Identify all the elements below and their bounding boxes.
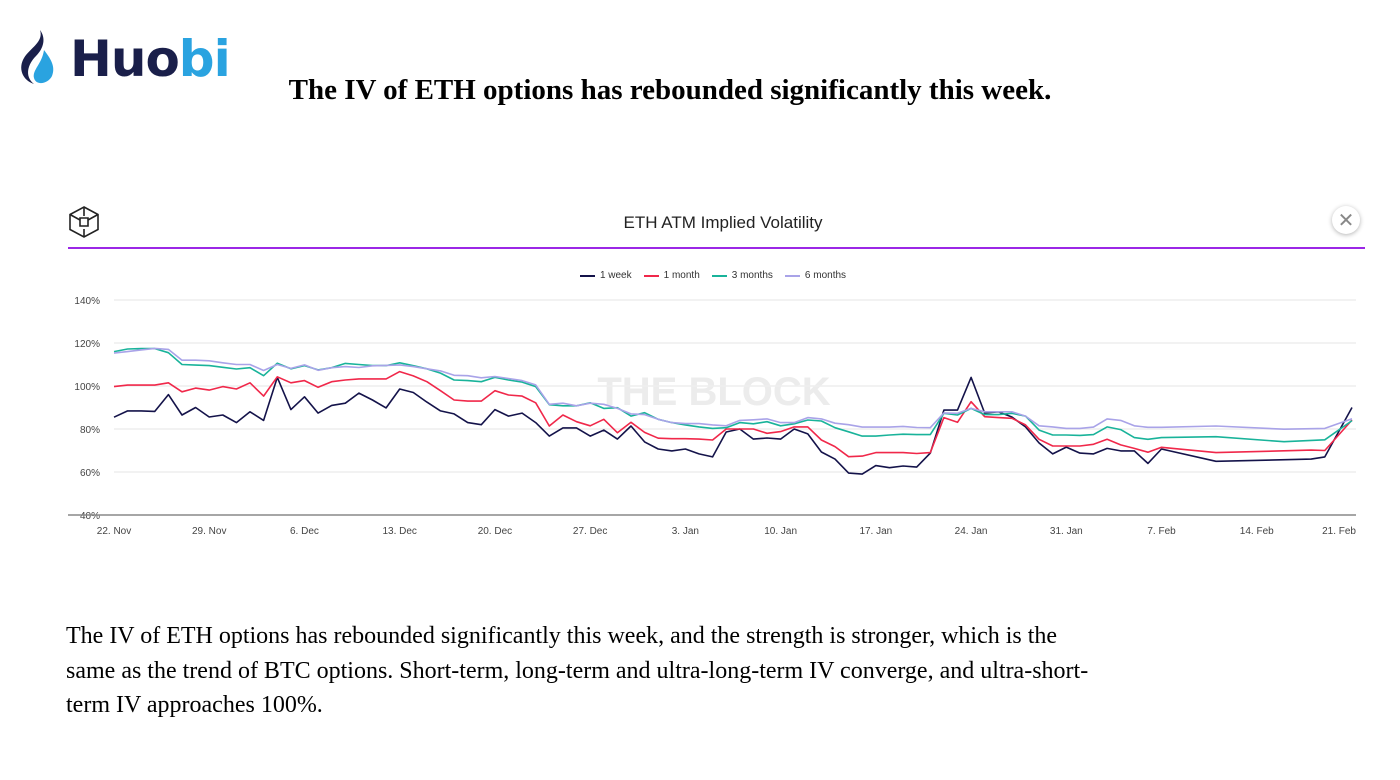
x-tick-label: 29. Nov <box>192 526 226 537</box>
x-tick-label: 31. Jan <box>1050 526 1083 537</box>
legend-swatch <box>711 274 727 277</box>
x-tick-label: 10. Jan <box>764 526 797 537</box>
chart-legend: 1 week 1 month 3 months 6 months <box>0 270 1400 281</box>
line-chart: THE BLOCK 40% 60% 80% 100% 120% 140% 22. Nov 29.… <box>68 296 1356 537</box>
x-tick-label: 3. Jan <box>672 526 699 537</box>
the-block-cube-icon <box>68 206 100 238</box>
legend-label: 6 months <box>804 270 847 281</box>
x-tick-label: 24. Jan <box>955 526 988 537</box>
body-paragraph: The IV of ETH options has rebounded sign… <box>66 619 1088 723</box>
paragraph-line: same as the trend of BTC options. Short-… <box>66 657 1089 684</box>
legend-swatch <box>643 274 659 277</box>
series-line-1-week <box>113 376 1353 475</box>
x-tick-label: 13. Dec <box>382 526 416 537</box>
close-button[interactable]: ✕ <box>1332 206 1360 234</box>
y-tick-label: 100% <box>74 382 100 393</box>
legend-swatch <box>579 274 595 277</box>
legend-label: 1 week <box>599 270 632 281</box>
close-icon: ✕ <box>1337 208 1355 232</box>
x-tick-label: 27. Dec <box>573 526 607 537</box>
x-tick-label: 17. Jan <box>859 526 892 537</box>
x-tick-label: 21. Feb <box>1322 526 1356 537</box>
legend-item[interactable]: 1 month <box>643 270 700 281</box>
paragraph-line: The IV of ETH options has rebounded sign… <box>66 623 1058 649</box>
legend-item[interactable]: 3 months <box>711 270 773 281</box>
headline: The IV of ETH options has rebounded sign… <box>288 74 1052 106</box>
x-tick-label: 7. Feb <box>1147 526 1176 537</box>
y-tick-label: 80% <box>80 425 100 436</box>
y-tick-label: 60% <box>80 468 100 479</box>
legend-item[interactable]: 1 week <box>579 270 632 281</box>
watermark: THE BLOCK <box>597 370 830 414</box>
x-tick-label: 14. Feb <box>1240 526 1274 537</box>
legend-label: 1 month <box>663 270 700 281</box>
y-tick-label: 140% <box>74 296 100 307</box>
header-divider <box>68 247 1365 249</box>
y-tick-label: 40% <box>80 511 100 522</box>
x-tick-label: 22. Nov <box>97 526 131 537</box>
legend-label: 3 months <box>731 270 773 281</box>
x-tick-label: 6. Dec <box>290 526 319 537</box>
y-tick-label: 120% <box>74 339 100 350</box>
huobi-flame-icon <box>21 30 54 84</box>
series-line-1-month <box>113 370 1353 458</box>
huobi-logo: Huobi <box>14 28 231 88</box>
chart-title: ETH ATM Implied Volatility <box>623 213 823 232</box>
paragraph-line: term IV approaches 100%. <box>66 692 323 718</box>
logo-wordmark: Huobi <box>70 30 231 88</box>
x-tick-label: 20. Dec <box>478 526 512 537</box>
series-line-6-months <box>113 347 1353 430</box>
legend-item[interactable]: 6 months <box>784 270 847 281</box>
legend-swatch <box>784 274 800 277</box>
